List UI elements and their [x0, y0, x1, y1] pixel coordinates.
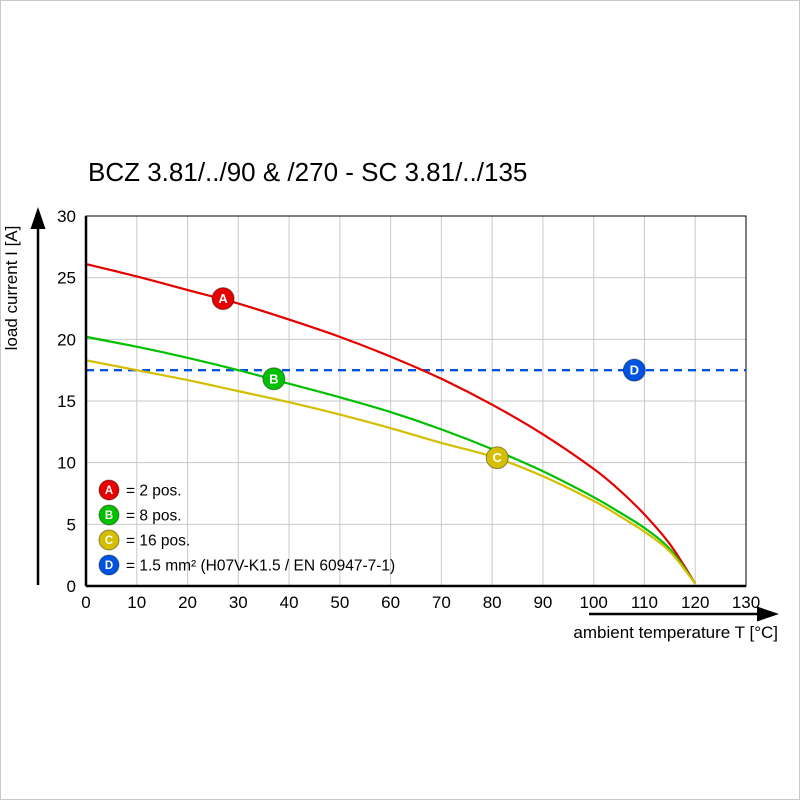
svg-text:B: B: [269, 371, 278, 386]
svg-text:80: 80: [483, 593, 502, 612]
svg-text:0: 0: [67, 577, 76, 596]
curve-C: [85, 359, 697, 585]
curve-marker-B: B: [262, 367, 286, 391]
legend-badge-letter-A: A: [105, 485, 113, 497]
curve-marker-C: C: [485, 446, 509, 470]
svg-text:30: 30: [229, 593, 248, 612]
legend-badge-letter-C: C: [105, 535, 113, 547]
svg-text:110: 110: [631, 593, 658, 612]
legend-item-B: B = 8 pos.: [98, 504, 182, 526]
legend-badge-D: [98, 554, 120, 576]
svg-text:C: C: [493, 450, 503, 465]
svg-text:120: 120: [681, 593, 709, 612]
svg-text:40: 40: [280, 593, 299, 612]
svg-text:20: 20: [57, 330, 76, 349]
svg-text:5: 5: [67, 515, 76, 534]
legend-badge-letter-D: D: [105, 560, 113, 572]
legend-label-B: = 8 pos.: [126, 508, 182, 525]
legend-badge-letter-B: B: [105, 510, 113, 522]
curve-marker-A: A: [211, 287, 235, 311]
x-axis-arrow: [589, 606, 779, 622]
curve-A: [85, 263, 697, 585]
svg-text:0: 0: [81, 593, 90, 612]
legend-badge-A: [98, 479, 120, 501]
chart-plot-area: 0 10 20 30 40 50 60 70 80 90 100 110 120 130 0 5 10 15 20 2…: [57, 207, 760, 612]
legend-item-D: D = 1.5 mm² (H07V-K1.5 / EN 60947-7-1): [98, 554, 395, 576]
svg-text:20: 20: [178, 593, 197, 612]
legend-label-A: = 2 pos.: [126, 483, 182, 500]
x-tick-labels: 0 10 20 30 40 50 60 70 80 90 100 110 120 130: [81, 593, 760, 612]
svg-text:25: 25: [57, 269, 76, 288]
svg-text:30: 30: [57, 207, 76, 226]
y-axis-label: load current I [A]: [2, 226, 21, 351]
curve-marker-D: D: [622, 358, 646, 382]
legend-label-D: = 1.5 mm² (H07V-K1.5 / EN 60947-7-1): [126, 558, 395, 575]
legend-label-C: = 16 pos.: [126, 533, 190, 550]
y-axis-arrow: [30, 207, 46, 585]
y-tick-labels: 0 5 10 15 20 25 30: [57, 207, 76, 596]
legend: A = 2 pos. B = 8 pos. C = 16 pos. D = 1.5 mm² (…: [98, 479, 395, 576]
svg-text:130: 130: [732, 593, 760, 612]
svg-text:70: 70: [432, 593, 451, 612]
svg-text:100: 100: [580, 593, 608, 612]
curve-B: [85, 335, 697, 585]
svg-text:15: 15: [57, 392, 76, 411]
legend-item-C: C = 16 pos.: [98, 529, 190, 551]
svg-text:D: D: [630, 363, 639, 378]
svg-text:60: 60: [381, 593, 400, 612]
svg-text:A: A: [218, 291, 228, 306]
svg-text:10: 10: [57, 454, 76, 473]
svg-text:90: 90: [533, 593, 552, 612]
legend-badge-C: [98, 529, 120, 551]
svg-text:10: 10: [127, 593, 146, 612]
legend-badge-B: [98, 504, 120, 526]
legend-item-A: A = 2 pos.: [98, 479, 182, 501]
x-axis-label: ambient temperature T [°C]: [573, 623, 778, 642]
svg-text:50: 50: [330, 593, 349, 612]
chart-title: BCZ 3.81/../90 & /270 - SC 3.81/../135: [88, 157, 527, 187]
